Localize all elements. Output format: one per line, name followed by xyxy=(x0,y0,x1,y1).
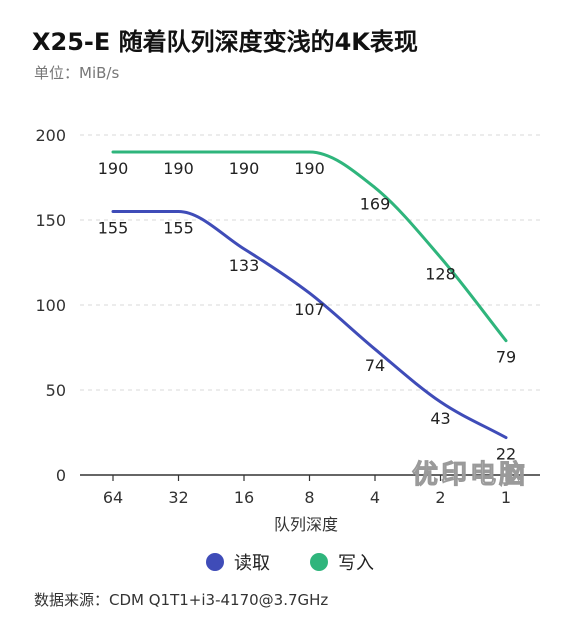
legend-item-read[interactable]: 读取 xyxy=(206,549,270,575)
data-label-read: 155 xyxy=(98,219,129,238)
y-tick-label: 100 xyxy=(35,296,66,315)
data-label-write: 190 xyxy=(163,159,194,178)
data-label-read: 155 xyxy=(163,219,194,238)
data-label-read: 22 xyxy=(496,445,516,464)
data-label-read: 74 xyxy=(365,356,385,375)
data-label-write: 128 xyxy=(425,264,456,283)
data-label-write: 169 xyxy=(360,195,391,214)
x-tick-label: 64 xyxy=(103,488,123,507)
legend-read-swatch xyxy=(206,553,224,571)
data-label-write: 190 xyxy=(294,159,325,178)
data-label-write: 79 xyxy=(496,348,516,367)
series-line-read xyxy=(111,209,508,440)
line-chart: 0 50 100 150 200 64 32 16 8 4 2 1 队列深度 155 155 133 107 74… xyxy=(35,126,540,534)
chart-legend: 读取 写入 xyxy=(0,548,580,576)
chart-title: X25-E 随着队列深度变浅的4K表现 xyxy=(32,28,418,56)
x-tick-label: 16 xyxy=(234,488,254,507)
y-tick-label: 50 xyxy=(46,381,66,400)
legend-write-label: 写入 xyxy=(338,553,374,574)
data-label-read: 133 xyxy=(229,256,260,275)
y-tick-label: 0 xyxy=(56,466,66,485)
y-tick-label: 150 xyxy=(35,211,66,230)
x-tick-label: 4 xyxy=(370,488,380,507)
data-source-note: 数据来源：CDM Q1T1+i3-4170@3.7GHz xyxy=(34,591,329,609)
x-tick-label: 32 xyxy=(168,488,188,507)
data-label-read: 107 xyxy=(294,300,325,319)
legend-write-swatch xyxy=(310,553,328,571)
x-tick-label: 2 xyxy=(435,488,445,507)
legend-item-write[interactable]: 写入 xyxy=(310,549,374,575)
x-tick-label: 8 xyxy=(304,488,314,507)
x-axis-title: 队列深度 xyxy=(274,515,338,534)
legend-read-label: 读取 xyxy=(234,553,270,574)
data-label-read: 43 xyxy=(430,409,450,428)
unit-label: 单位：MiB/s xyxy=(34,64,120,82)
x-tick-label: 1 xyxy=(501,488,511,507)
watermark-text: 优印电脑 xyxy=(411,460,529,491)
series-line-write xyxy=(111,150,508,343)
data-label-write: 190 xyxy=(98,159,129,178)
data-label-write: 190 xyxy=(229,159,260,178)
y-tick-label: 200 xyxy=(35,126,66,145)
